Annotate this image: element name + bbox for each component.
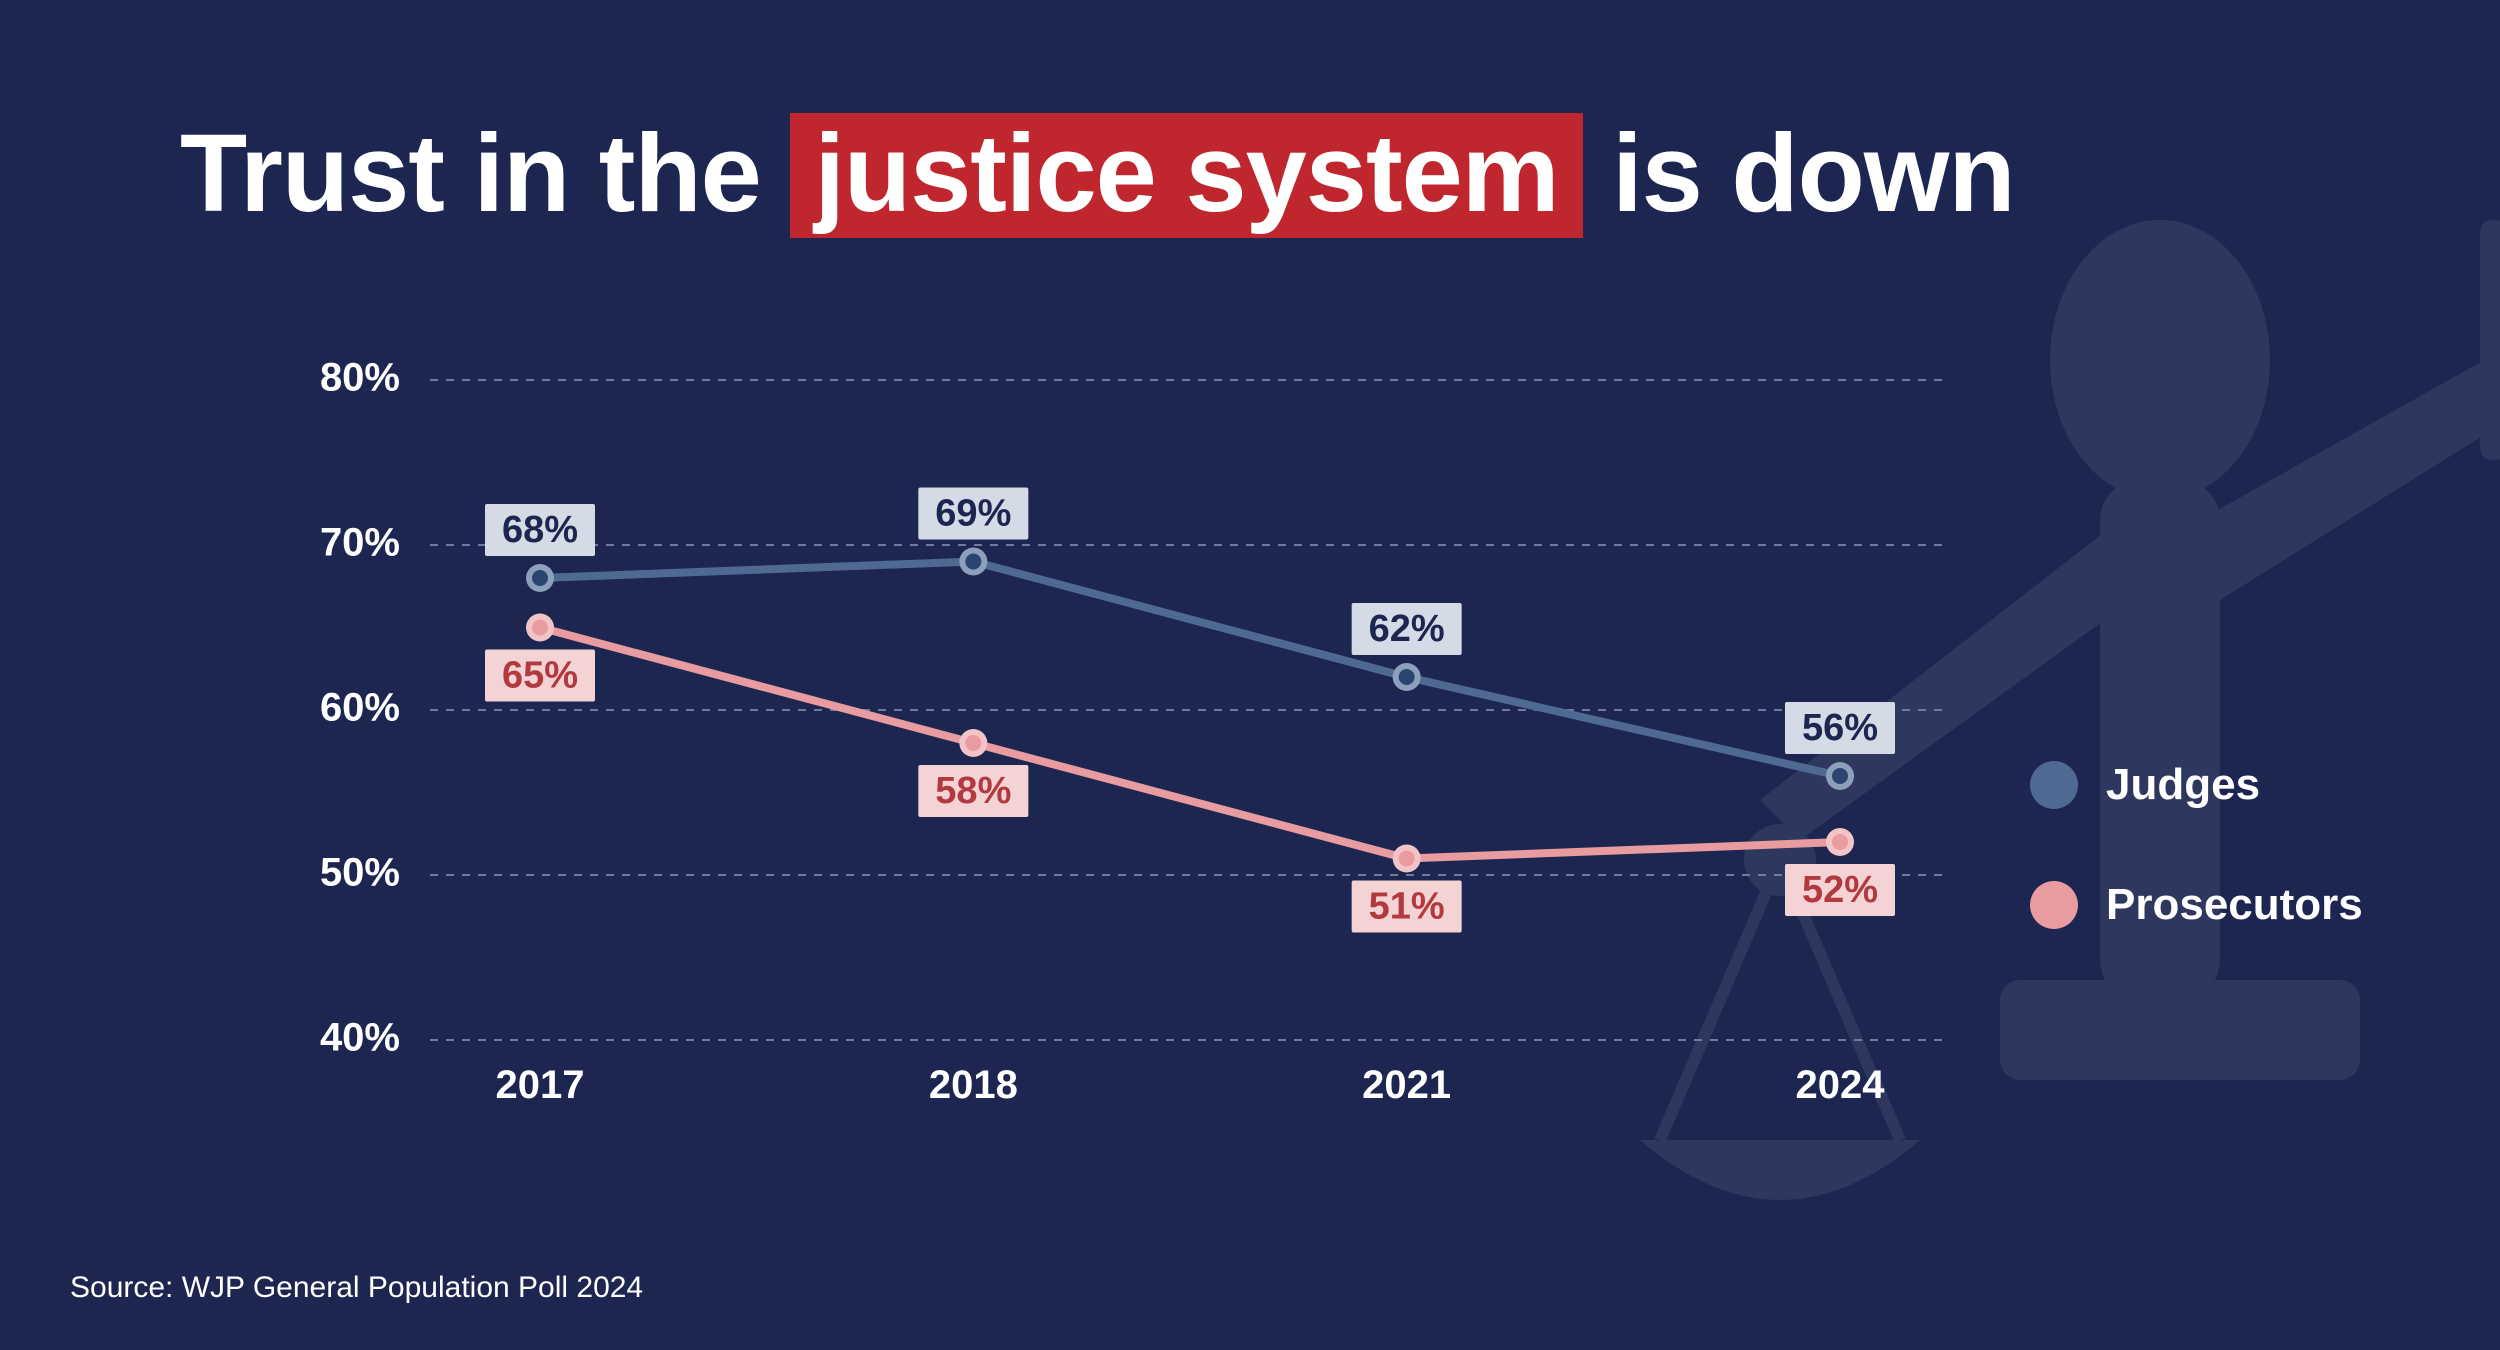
chart-svg: 40% 50% 60% 70% 80% 2017 2018 2021 2024 68% 69% 62%… [290,340,1990,1120]
marker-inner [1399,851,1415,867]
legend: Judges Prosecutors [2030,760,2363,930]
data-label: 52% [1802,869,1878,911]
chart-title: Trust in the justice system is down [180,110,2015,238]
marker-inner [965,554,981,570]
data-label: 51% [1369,886,1445,928]
legend-item-prosecutors: Prosecutors [2030,880,2363,930]
legend-label: Prosecutors [2106,880,2363,930]
legend-swatch [2030,761,2078,809]
source-text: Source: WJP General Population Poll 2024 [70,1271,643,1305]
series-line-prosecutors [540,628,1840,859]
data-label: 69% [935,493,1011,535]
marker-inner [1399,669,1415,685]
marker-inner [1832,834,1848,850]
data-label: 68% [502,509,578,551]
y-tick-label: 70% [320,521,400,565]
legend-swatch [2030,881,2078,929]
marker-inner [1832,768,1848,784]
marker-inner [532,570,548,586]
y-tick-label: 80% [320,356,400,400]
data-label: 65% [502,655,578,697]
legend-item-judges: Judges [2030,760,2363,810]
y-tick-label: 50% [320,851,400,895]
data-label: 62% [1369,608,1445,650]
data-label: 56% [1802,707,1878,749]
data-label: 58% [935,770,1011,812]
legend-label: Judges [2106,760,2260,810]
title-pre: Trust in the [180,112,790,235]
series-line-judges [540,562,1840,777]
x-tick-label: 2018 [929,1063,1018,1107]
x-tick-label: 2021 [1362,1063,1451,1107]
y-tick-label: 60% [320,686,400,730]
marker-inner [965,735,981,751]
marker-inner [532,620,548,636]
x-tick-label: 2017 [496,1063,585,1107]
y-tick-label: 40% [320,1016,400,1060]
line-chart: 40% 50% 60% 70% 80% 2017 2018 2021 2024 68% 69% 62%… [290,340,1990,1120]
x-tick-label: 2024 [1796,1063,1886,1107]
title-highlight: justice system [790,113,1582,238]
title-post: is down [1583,112,2015,235]
